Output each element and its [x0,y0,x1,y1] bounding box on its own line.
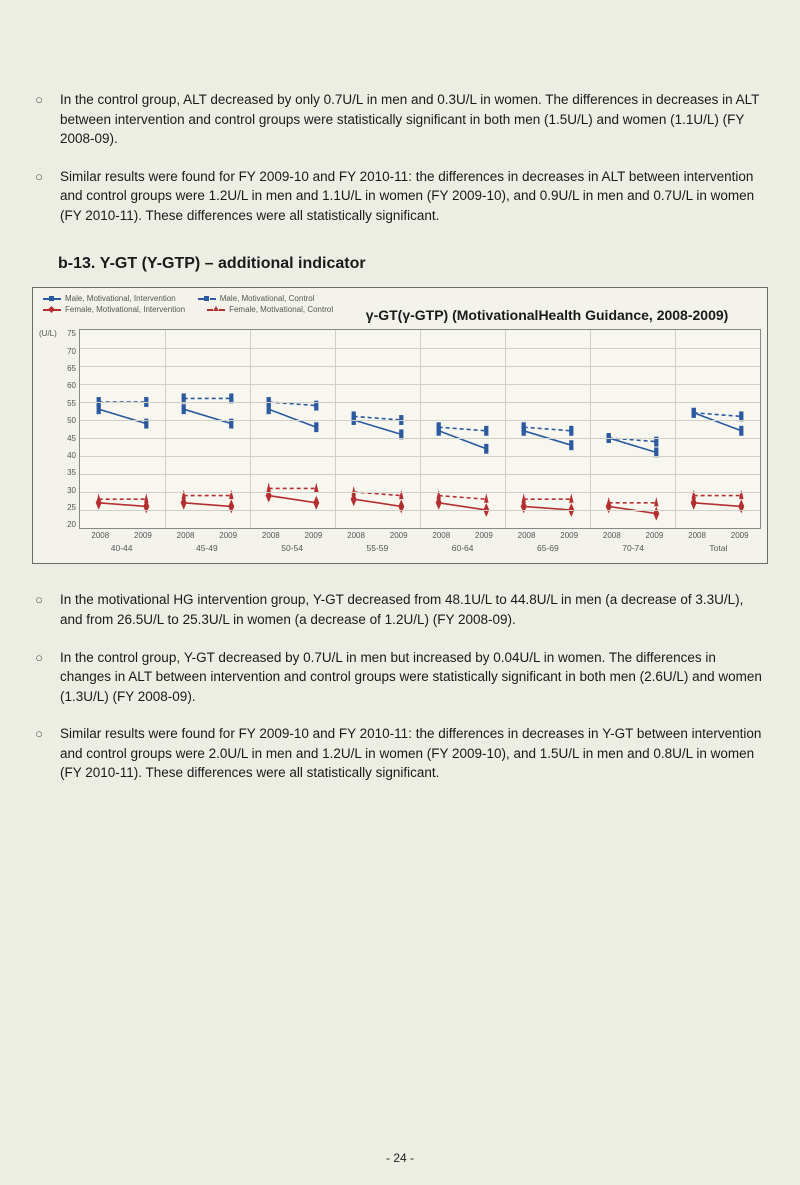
y-tick-label: 25 [61,503,76,512]
x-axis-group: 20082009 45-49 [164,529,249,553]
bullet-text: In the motivational HG intervention grou… [60,590,768,629]
bullets-bottom: ○ In the motivational HG intervention gro… [32,590,768,783]
y-unit-label: (U/L) [39,329,61,529]
bullet-item: ○Similar results were found for FY 2009-… [32,167,768,226]
x-axis-group: 20082009 55-59 [335,529,420,553]
panel-separator [505,330,506,528]
y-tick-label: 75 [61,329,76,338]
panel-separator [250,330,251,528]
chart-panel [335,330,420,528]
page: ○In the control group, ALT decreased by … [0,0,800,1185]
x-group-label: Total [676,543,761,553]
bullet-marker: ○ [32,648,46,707]
y-tick-label: 45 [61,434,76,443]
x-axis-group: 20082009 70-74 [591,529,676,553]
bullet-marker: ○ [32,724,46,783]
legend-item: Female, Motivational, Control [207,305,333,314]
chart-panel [505,330,590,528]
bullet-text: In the control group, ALT decreased by o… [60,90,768,149]
bullet-text: Similar results were found for FY 2009-1… [60,167,768,226]
legend-swatch [43,298,61,300]
panel-separator [335,330,336,528]
legend-row: Male, Motivational, Intervention Male, Mo… [39,294,761,303]
chart-panel [250,330,335,528]
x-group-label: 70-74 [591,543,676,553]
y-tick-label: 30 [61,486,76,495]
legend-swatch [43,309,61,311]
x-tick-label: 2009 [207,531,250,540]
y-tick-label: 60 [61,381,76,390]
chart-panel [675,330,760,528]
x-tick-label: 2009 [718,531,761,540]
y-tick-label: 70 [61,347,76,356]
x-group-label: 65-69 [505,543,590,553]
bullet-marker: ○ [32,90,46,149]
x-tick-label: 2008 [250,531,293,540]
x-tick-label: 2008 [335,531,378,540]
bullet-item: ○In the control group, ALT decreased by … [32,90,768,149]
chart-panel [420,330,505,528]
y-tick-label: 35 [61,468,76,477]
y-tick-label: 50 [61,416,76,425]
x-tick-label: 2008 [79,531,122,540]
x-tick-label: 2008 [676,531,719,540]
bullet-text: In the control group, Υ-GT decreased by … [60,648,768,707]
y-tick-label: 20 [61,520,76,529]
x-group-label: 55-59 [335,543,420,553]
x-axis-group: 20082009 40-44 [79,529,164,553]
y-tick-label: 55 [61,399,76,408]
panel-separator [165,330,166,528]
legend-row: Female, Motivational, Intervention Female… [39,305,333,314]
legend-label: Female, Motivational, Control [229,305,333,314]
page-number: - 24 - [0,1151,800,1165]
x-tick-label: 2009 [122,531,165,540]
panel-separator [675,330,676,528]
section-heading: b-13. Υ-GT (Υ-GTP) – additional indicato… [58,255,768,273]
bullet-item: ○In the control group, Υ-GT decreased by… [32,648,768,707]
chart-title: γ-GT(γ-GTP) (MotivationalHealth Guidance… [333,307,761,323]
y-tick-label: 40 [61,451,76,460]
x-tick-label: 2008 [420,531,463,540]
x-group-label: 50-54 [250,543,335,553]
bullet-item: ○ In the motivational HG intervention gro… [32,590,768,629]
chart-panel [590,330,675,528]
legend-swatch [198,298,216,300]
legend-item: Female, Motivational, Intervention [43,305,185,314]
x-tick-label: 2009 [292,531,335,540]
bullet-text: Similar results were found for FY 2009-1… [60,724,768,783]
chart-panel [165,330,250,528]
x-tick-label: 2009 [548,531,591,540]
x-axis-group: 20082009 65-69 [505,529,590,553]
chart-frame: Male, Motivational, Intervention Male, Mo… [32,287,768,564]
y-axis: 75 70 65 60 55 50 45 40 35 30 25 20 [61,329,79,529]
bullet-marker: ○ [32,167,46,226]
x-axis: 2008200940-442008200945-492008200950-542… [79,529,761,553]
bullet-marker: ○ [32,590,46,629]
x-group-label: 60-64 [420,543,505,553]
legend-item: Male, Motivational, Intervention [43,294,176,303]
legend-label: Male, Motivational, Control [220,294,315,303]
x-tick-label: 2009 [463,531,506,540]
x-tick-label: 2008 [164,531,207,540]
panel-separator [420,330,421,528]
chart-panel [80,330,165,528]
plot-area [79,329,761,529]
x-axis-group: 20082009 50-54 [250,529,335,553]
bullet-item: ○Similar results were found for FY 2009-… [32,724,768,783]
x-axis-group: 20082009 60-64 [420,529,505,553]
legend-label: Male, Motivational, Intervention [65,294,176,303]
x-axis-group: 20082009 Total [676,529,761,553]
legend-item: Male, Motivational, Control [198,294,315,303]
legend-swatch [207,309,225,311]
panel-separator [590,330,591,528]
x-group-label: 45-49 [164,543,249,553]
x-tick-label: 2009 [633,531,676,540]
y-tick-label: 65 [61,364,76,373]
x-group-label: 40-44 [79,543,164,553]
x-tick-label: 2009 [377,531,420,540]
bullets-top: ○In the control group, ALT decreased by … [32,90,768,225]
legend-label: Female, Motivational, Intervention [65,305,185,314]
x-tick-label: 2008 [591,531,634,540]
x-tick-label: 2008 [505,531,548,540]
